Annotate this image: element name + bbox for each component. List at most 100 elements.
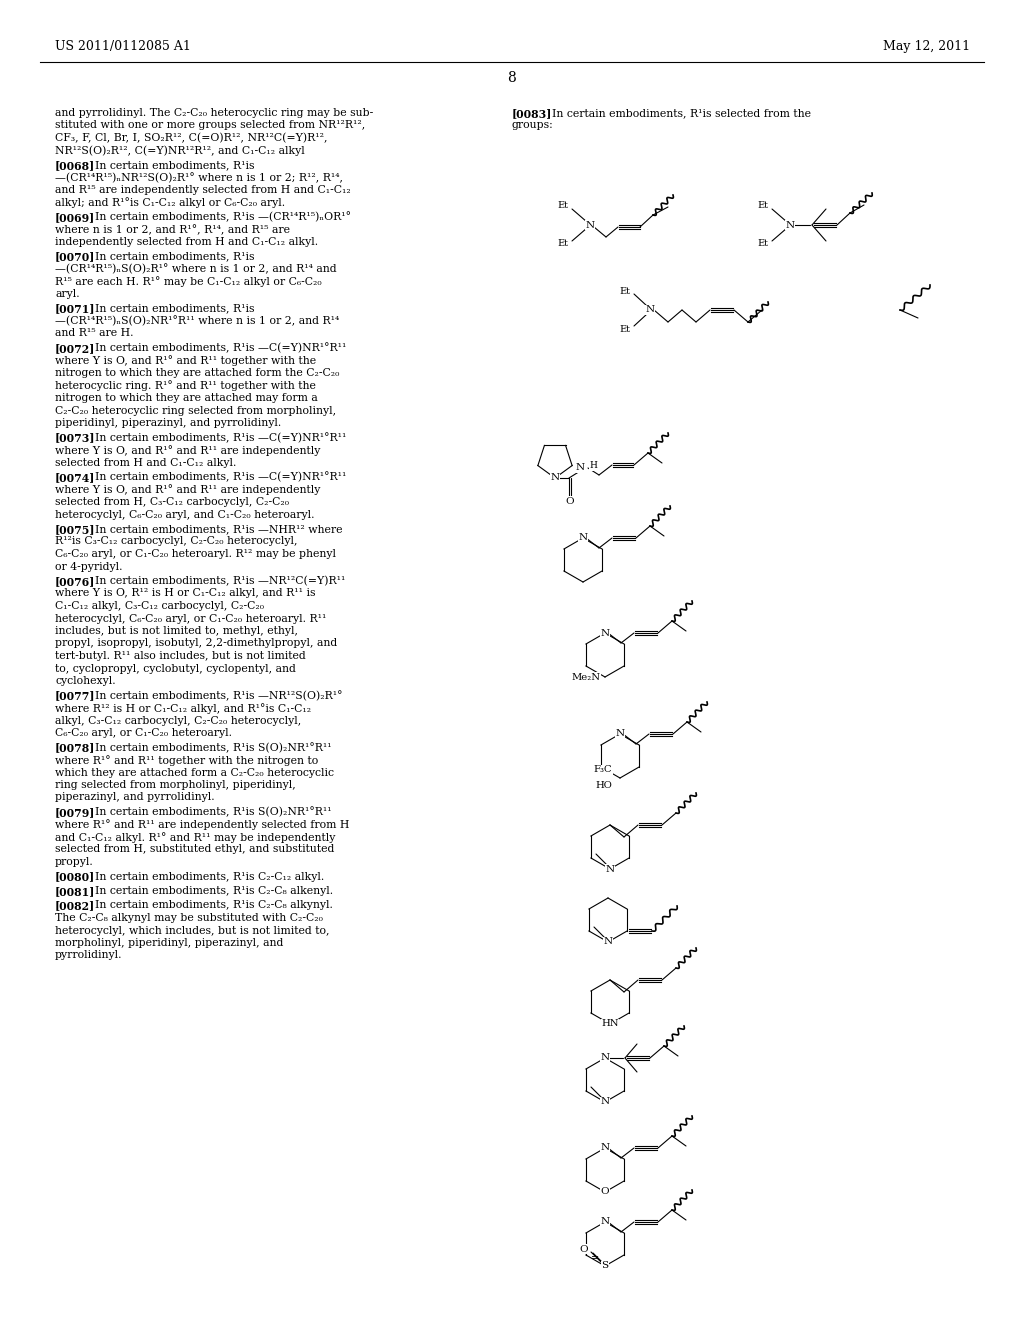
Text: In certain embodiments, R¹is: In certain embodiments, R¹is	[95, 304, 255, 314]
Text: C₆-C₂₀ aryl, or C₁-C₂₀ heteroaryl.: C₆-C₂₀ aryl, or C₁-C₂₀ heteroaryl.	[55, 729, 232, 738]
Text: nitrogen to which they are attached may form a: nitrogen to which they are attached may …	[55, 393, 317, 403]
Text: N: N	[600, 1053, 609, 1063]
Text: where R¹° and R¹¹ are independently selected from H: where R¹° and R¹¹ are independently sele…	[55, 820, 349, 830]
Text: N: N	[600, 1217, 609, 1226]
Text: C₂-C₂₀ heterocyclic ring selected from morpholinyl,: C₂-C₂₀ heterocyclic ring selected from m…	[55, 405, 336, 416]
Text: In certain embodiments, R¹is: In certain embodiments, R¹is	[95, 252, 255, 261]
Text: heterocyclyl, which includes, but is not limited to,: heterocyclyl, which includes, but is not…	[55, 925, 330, 936]
Text: ring selected from morpholinyl, piperidinyl,: ring selected from morpholinyl, piperidi…	[55, 780, 296, 789]
Text: In certain embodiments, R¹is —NR¹²C(=Y)R¹¹: In certain embodiments, R¹is —NR¹²C(=Y)R…	[95, 576, 345, 586]
Text: heterocyclyl, C₆-C₂₀ aryl, or C₁-C₂₀ heteroaryl. R¹¹: heterocyclyl, C₆-C₂₀ aryl, or C₁-C₂₀ het…	[55, 614, 327, 623]
Text: HO: HO	[595, 781, 612, 791]
Text: where Y is O, and R¹° and R¹¹ are independently: where Y is O, and R¹° and R¹¹ are indepe…	[55, 484, 321, 495]
Text: tert-butyl. R¹¹ also includes, but is not limited: tert-butyl. R¹¹ also includes, but is no…	[55, 651, 306, 661]
Text: [0070]: [0070]	[55, 252, 95, 263]
Text: [0079]: [0079]	[55, 807, 95, 818]
Text: US 2011/0112085 A1: US 2011/0112085 A1	[55, 40, 190, 53]
Text: propyl.: propyl.	[55, 857, 94, 867]
Text: [0072]: [0072]	[55, 343, 95, 354]
Text: [0077]: [0077]	[55, 690, 95, 701]
Text: N: N	[615, 730, 625, 738]
Text: nitrogen to which they are attached form the C₂-C₂₀: nitrogen to which they are attached form…	[55, 368, 339, 378]
Text: H: H	[589, 462, 597, 470]
Text: [0073]: [0073]	[55, 433, 95, 444]
Text: F₃C: F₃C	[593, 766, 612, 775]
Text: where R¹² is H or C₁-C₁₂ alkyl, and R¹°is C₁-C₁₂: where R¹² is H or C₁-C₁₂ alkyl, and R¹°i…	[55, 704, 311, 714]
Text: aryl.: aryl.	[55, 289, 80, 300]
Text: where Y is O, and R¹° and R¹¹ together with the: where Y is O, and R¹° and R¹¹ together w…	[55, 355, 316, 367]
Text: piperidinyl, piperazinyl, and pyrrolidinyl.: piperidinyl, piperazinyl, and pyrrolidin…	[55, 418, 282, 428]
Text: alkyl, C₃-C₁₂ carbocyclyl, C₂-C₂₀ heterocyclyl,: alkyl, C₃-C₁₂ carbocyclyl, C₂-C₂₀ hetero…	[55, 715, 301, 726]
Text: piperazinyl, and pyrrolidinyl.: piperazinyl, and pyrrolidinyl.	[55, 792, 215, 803]
Text: groups:: groups:	[512, 120, 554, 131]
Text: which they are attached form a C₂-C₂₀ heterocyclic: which they are attached form a C₂-C₂₀ he…	[55, 767, 334, 777]
Text: S: S	[601, 1262, 608, 1270]
Text: In certain embodiments, R¹is C₂-C₈ alkenyl.: In certain embodiments, R¹is C₂-C₈ alken…	[95, 886, 333, 896]
Text: HN: HN	[601, 1019, 618, 1028]
Text: CF₃, F, Cl, Br, I, SO₂R¹², C(=O)R¹², NR¹²C(=Y)R¹²,: CF₃, F, Cl, Br, I, SO₂R¹², C(=O)R¹², NR¹…	[55, 133, 328, 144]
Text: N: N	[645, 305, 654, 314]
Text: N: N	[575, 463, 585, 473]
Text: [0080]: [0080]	[55, 871, 95, 883]
Text: In certain embodiments, R¹is —(CR¹⁴R¹⁵)ₙOR¹°: In certain embodiments, R¹is —(CR¹⁴R¹⁵)ₙ…	[95, 213, 351, 223]
Text: Et: Et	[757, 239, 768, 248]
Text: In certain embodiments, R¹is —NHR¹² where: In certain embodiments, R¹is —NHR¹² wher…	[95, 524, 342, 535]
Text: [0071]: [0071]	[55, 304, 95, 314]
Text: [0075]: [0075]	[55, 524, 95, 535]
Text: May 12, 2011: May 12, 2011	[883, 40, 970, 53]
Text: 8: 8	[508, 71, 516, 84]
Text: N: N	[600, 628, 609, 638]
Text: —(CR¹⁴R¹⁵)ₙS(O)₂NR¹°R¹¹ where n is 1 or 2, and R¹⁴: —(CR¹⁴R¹⁵)ₙS(O)₂NR¹°R¹¹ where n is 1 or …	[55, 315, 339, 326]
Text: [0081]: [0081]	[55, 886, 95, 898]
Text: [0068]: [0068]	[55, 160, 95, 172]
Text: morpholinyl, piperidinyl, piperazinyl, and: morpholinyl, piperidinyl, piperazinyl, a…	[55, 939, 284, 948]
Text: NR¹²S(O)₂R¹², C(=Y)NR¹²R¹², and C₁-C₁₂ alkyl: NR¹²S(O)₂R¹², C(=Y)NR¹²R¹², and C₁-C₁₂ a…	[55, 145, 305, 156]
Text: =: =	[591, 1253, 599, 1263]
Text: C₁-C₁₂ alkyl, C₃-C₁₂ carbocyclyl, C₂-C₂₀: C₁-C₁₂ alkyl, C₃-C₁₂ carbocyclyl, C₂-C₂₀	[55, 601, 264, 611]
Text: N: N	[600, 1097, 609, 1106]
Text: where Y is O, R¹² is H or C₁-C₁₂ alkyl, and R¹¹ is: where Y is O, R¹² is H or C₁-C₁₂ alkyl, …	[55, 589, 315, 598]
Text: and R¹⁵ are independently selected from H and C₁-C₁₂: and R¹⁵ are independently selected from …	[55, 185, 351, 195]
Text: In certain embodiments, R¹is S(O)₂NR¹°R¹¹: In certain embodiments, R¹is S(O)₂NR¹°R¹…	[95, 742, 332, 754]
Text: where n is 1 or 2, and R¹°, R¹⁴, and R¹⁵ are: where n is 1 or 2, and R¹°, R¹⁴, and R¹⁵…	[55, 224, 290, 235]
Text: —(CR¹⁴R¹⁵)ₙNR¹²S(O)₂R¹° where n is 1 or 2; R¹², R¹⁴,: —(CR¹⁴R¹⁵)ₙNR¹²S(O)₂R¹° where n is 1 or …	[55, 173, 343, 183]
Text: N: N	[605, 865, 614, 874]
Text: —(CR¹⁴R¹⁵)ₙS(O)₂R¹° where n is 1 or 2, and R¹⁴ and: —(CR¹⁴R¹⁵)ₙS(O)₂R¹° where n is 1 or 2, a…	[55, 264, 337, 275]
Text: C₆-C₂₀ aryl, or C₁-C₂₀ heteroaryl. R¹² may be phenyl: C₆-C₂₀ aryl, or C₁-C₂₀ heteroaryl. R¹² m…	[55, 549, 336, 558]
Text: O: O	[565, 496, 574, 506]
Text: In certain embodiments, R¹is: In certain embodiments, R¹is	[95, 160, 255, 170]
Text: heterocyclyl, C₆-C₂₀ aryl, and C₁-C₂₀ heteroaryl.: heterocyclyl, C₆-C₂₀ aryl, and C₁-C₂₀ he…	[55, 510, 314, 520]
Text: Me₂N: Me₂N	[571, 672, 600, 681]
Text: In certain embodiments, R¹is S(O)₂NR¹°R¹¹: In certain embodiments, R¹is S(O)₂NR¹°R¹…	[95, 807, 332, 817]
Text: Et: Et	[618, 286, 630, 296]
Text: In certain embodiments, R¹is C₂-C₈ alkynyl.: In certain embodiments, R¹is C₂-C₈ alkyn…	[95, 900, 333, 911]
Text: propyl, isopropyl, isobutyl, 2,2-dimethylpropyl, and: propyl, isopropyl, isobutyl, 2,2-dimethy…	[55, 639, 337, 648]
Text: [0074]: [0074]	[55, 473, 95, 483]
Text: includes, but is not limited to, methyl, ethyl,: includes, but is not limited to, methyl,…	[55, 626, 298, 636]
Text: N: N	[579, 533, 588, 543]
Text: N: N	[603, 937, 612, 946]
Text: In certain embodiments, R¹is —C(=Y)NR¹°R¹¹: In certain embodiments, R¹is —C(=Y)NR¹°R…	[95, 473, 346, 483]
Text: or 4-pyridyl.: or 4-pyridyl.	[55, 561, 123, 572]
Text: O: O	[580, 1245, 588, 1254]
Text: selected from H and C₁-C₁₂ alkyl.: selected from H and C₁-C₁₂ alkyl.	[55, 458, 237, 467]
Text: selected from H, C₃-C₁₂ carbocyclyl, C₂-C₂₀: selected from H, C₃-C₁₂ carbocyclyl, C₂-…	[55, 498, 289, 507]
Text: R¹⁵ are each H. R¹° may be C₁-C₁₂ alkyl or C₆-C₂₀: R¹⁵ are each H. R¹° may be C₁-C₁₂ alkyl …	[55, 276, 322, 288]
Text: cyclohexyl.: cyclohexyl.	[55, 676, 116, 686]
Text: In certain embodiments, R¹is C₂-C₁₂ alkyl.: In certain embodiments, R¹is C₂-C₁₂ alky…	[95, 871, 325, 882]
Text: [0078]: [0078]	[55, 742, 95, 754]
Text: Et: Et	[557, 239, 568, 248]
Text: N: N	[785, 220, 795, 230]
Text: Et: Et	[557, 202, 568, 210]
Text: heterocyclic ring. R¹° and R¹¹ together with the: heterocyclic ring. R¹° and R¹¹ together …	[55, 380, 315, 391]
Text: In certain embodiments, R¹is —C(=Y)NR¹°R¹¹: In certain embodiments, R¹is —C(=Y)NR¹°R…	[95, 433, 346, 444]
Text: In certain embodiments, R¹is —NR¹²S(O)₂R¹°: In certain embodiments, R¹is —NR¹²S(O)₂R…	[95, 690, 342, 701]
Text: In certain embodiments, R¹is —C(=Y)NR¹°R¹¹: In certain embodiments, R¹is —C(=Y)NR¹°R…	[95, 343, 346, 354]
Text: N: N	[600, 1143, 609, 1152]
Text: [0069]: [0069]	[55, 213, 95, 223]
Text: selected from H, substituted ethyl, and substituted: selected from H, substituted ethyl, and …	[55, 845, 335, 854]
Text: stituted with one or more groups selected from NR¹²R¹²,: stituted with one or more groups selecte…	[55, 120, 366, 131]
Text: and R¹⁵ are H.: and R¹⁵ are H.	[55, 329, 133, 338]
Text: N: N	[551, 474, 559, 483]
Text: O: O	[601, 1188, 609, 1196]
